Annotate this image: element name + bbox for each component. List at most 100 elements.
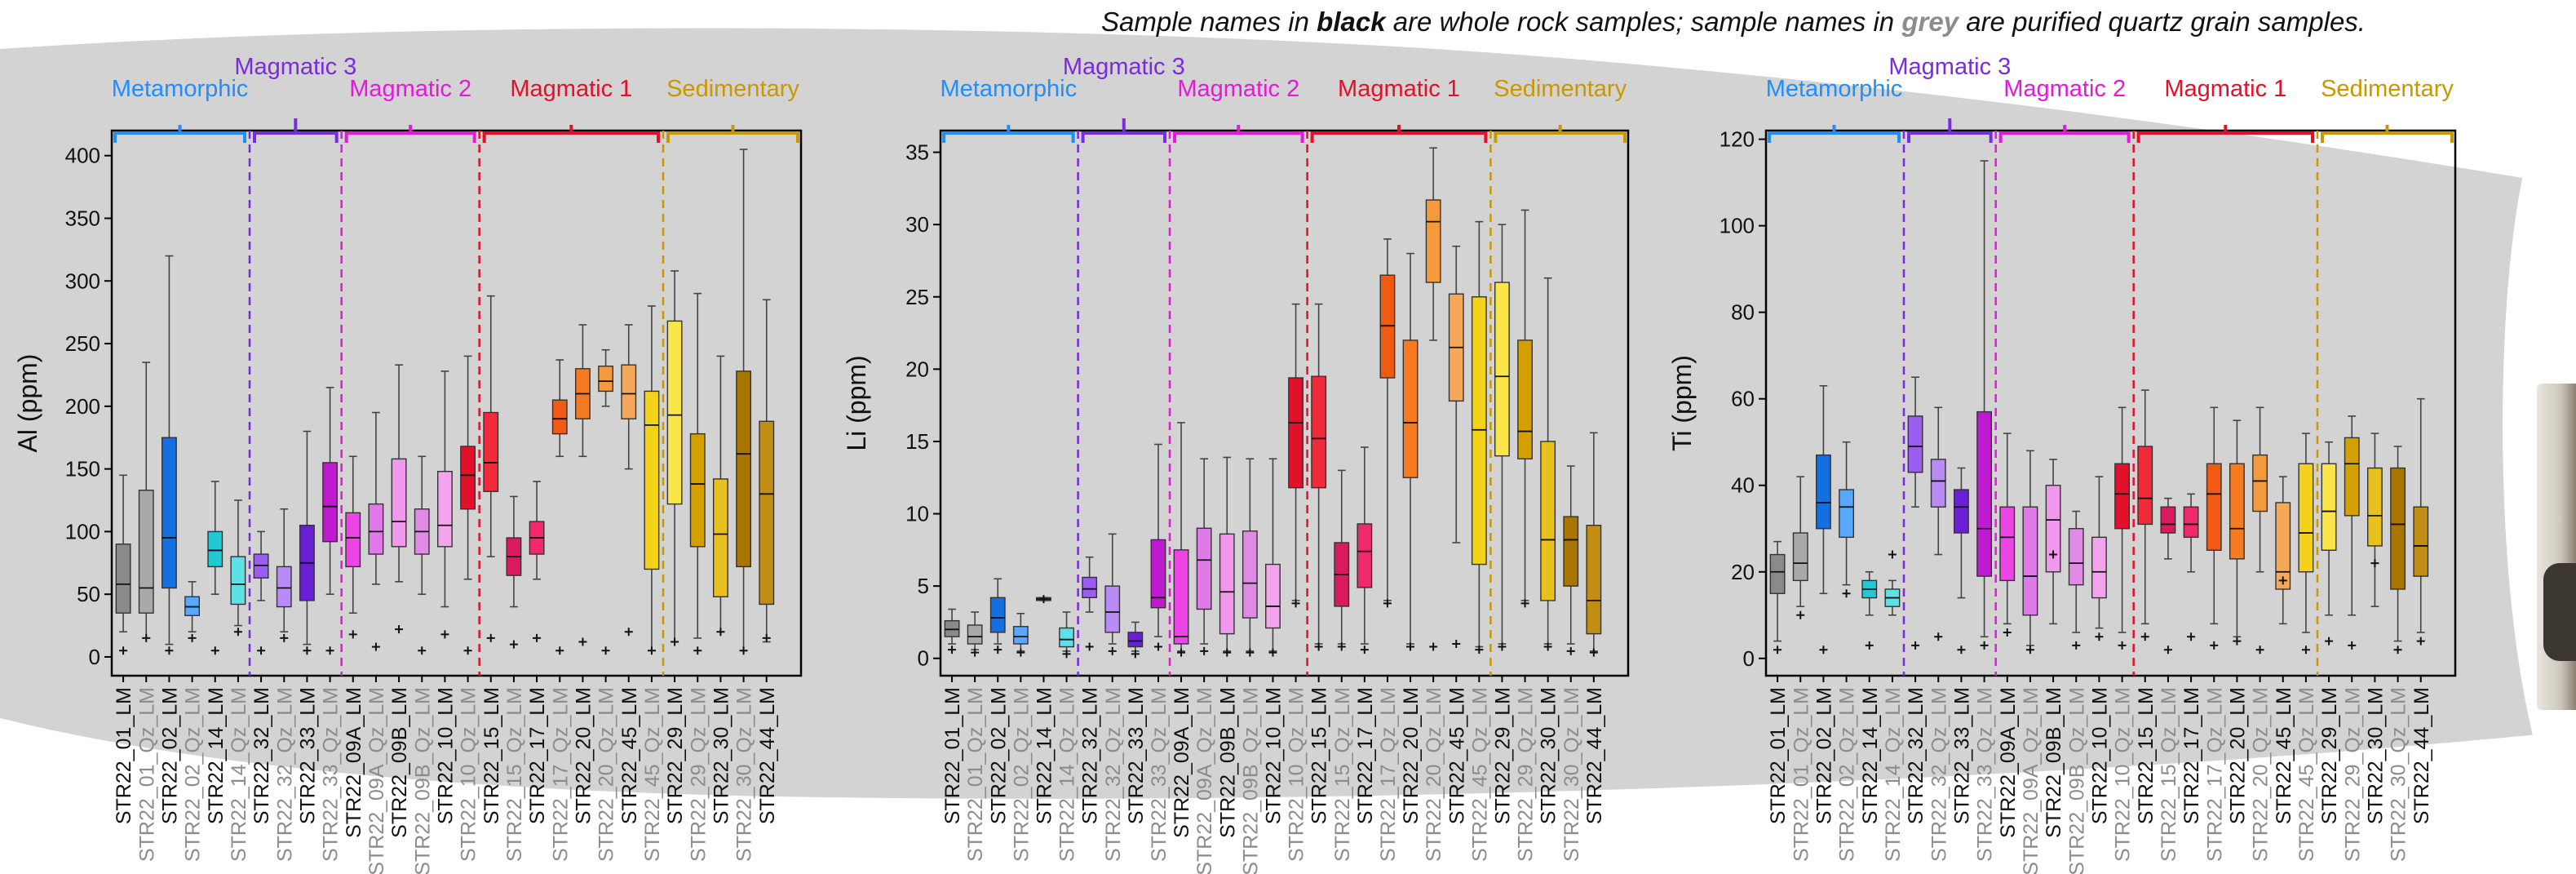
box-STR22_29_LM bbox=[2321, 441, 2337, 646]
outlier-marker bbox=[1337, 642, 1346, 651]
iqr-box bbox=[598, 365, 614, 393]
box-STR22_33_LM bbox=[1953, 467, 1969, 654]
sample-label: STR22_09B_LM bbox=[1216, 687, 1239, 838]
outlier-marker bbox=[948, 646, 957, 654]
iqr-box bbox=[989, 597, 1006, 633]
iqr-box bbox=[1104, 585, 1121, 633]
sample-label: STR22_45_LM bbox=[618, 687, 641, 824]
sample-label: STR22_30_LM bbox=[2364, 687, 2387, 824]
bracket-line bbox=[1998, 131, 2131, 143]
outlier-marker bbox=[119, 646, 128, 655]
box-STR22_15_LM bbox=[2137, 389, 2153, 641]
iqr-box bbox=[2275, 502, 2291, 590]
y-tick-label: 35 bbox=[905, 140, 929, 165]
outlier-marker bbox=[2187, 632, 2196, 641]
sample-label: STR22_20_LM bbox=[1400, 687, 1423, 824]
iqr-box bbox=[1173, 549, 1189, 645]
box-STR22_02_LM bbox=[1815, 384, 1831, 654]
box-STR22_33_LM bbox=[1127, 621, 1144, 659]
outlier-marker bbox=[994, 646, 1003, 654]
y-tick-label: 300 bbox=[65, 268, 100, 293]
bracket-line bbox=[1494, 131, 1627, 143]
group-label: Magmatic 3 bbox=[1063, 54, 1185, 80]
bracket-line bbox=[2321, 131, 2454, 143]
box-STR22_45_LM bbox=[1448, 245, 1464, 649]
sample-label: STR22_32_LM bbox=[1905, 687, 1928, 824]
box-STR22_01_Qz_LM bbox=[1792, 476, 1808, 619]
sample-label: STR22_09B_Qz_LM bbox=[2065, 687, 2088, 874]
iqr-box bbox=[1288, 377, 1303, 489]
outlier-marker bbox=[1520, 599, 1529, 608]
iqr-box bbox=[967, 624, 983, 645]
box-STR22_10_LM bbox=[2091, 476, 2107, 641]
outlier-marker bbox=[716, 628, 725, 637]
group-bracket: Magmatic 1 bbox=[1310, 76, 1488, 143]
sample-label: STR22_30_Qz_LM bbox=[733, 687, 756, 862]
sample-label: STR22_14_Qz_LM bbox=[1882, 687, 1905, 862]
box-STR22_29_Qz_LM bbox=[2344, 415, 2360, 650]
iqr-box bbox=[1127, 632, 1144, 648]
iqr-box bbox=[2298, 463, 2314, 573]
box-STR22_09B_Qz_LM bbox=[414, 455, 430, 655]
sample-label: STR22_30_LM bbox=[710, 687, 733, 824]
sample-label: STR22_17_Qz_LM bbox=[1377, 687, 1400, 862]
box-STR22_10_Qz_LM bbox=[460, 355, 476, 655]
bracket-line bbox=[1907, 131, 1993, 143]
bracket-line bbox=[666, 131, 799, 143]
group-label: Metamorphic bbox=[1766, 76, 1903, 102]
box-STR22_29_Qz_LM bbox=[1517, 209, 1533, 608]
sample-label: STR22_45_LM bbox=[2273, 687, 2295, 824]
iqr-box bbox=[712, 478, 728, 597]
outlier-marker bbox=[647, 646, 656, 655]
y-tick-label: 400 bbox=[65, 144, 100, 168]
outlier-marker bbox=[210, 646, 219, 655]
sample-label: STR22_09B_Qz_LM bbox=[411, 687, 434, 874]
outlier-marker bbox=[486, 633, 495, 642]
outlier-marker bbox=[555, 646, 564, 655]
outlier-marker bbox=[671, 637, 679, 646]
sample-label: STR22_15_Qz_LM bbox=[1331, 687, 1354, 862]
outlier-marker bbox=[2072, 641, 2081, 650]
sample-label: STR22_10_Qz_LM bbox=[458, 687, 480, 862]
sample-label: STR22_33_Qz_LM bbox=[1148, 687, 1171, 862]
box-STR22_09A_Qz_LM bbox=[2022, 450, 2038, 654]
box-STR22_09B_LM bbox=[391, 364, 407, 634]
plot-frame bbox=[1764, 129, 2457, 677]
y-tick-label: 50 bbox=[77, 582, 100, 606]
iqr-box bbox=[1907, 415, 1923, 473]
iqr-box bbox=[2321, 463, 2337, 551]
sample-name-note: Sample names in black are whole rock sam… bbox=[1101, 7, 2366, 37]
iqr-box bbox=[2390, 467, 2406, 590]
group-label: Magmatic 3 bbox=[1888, 54, 2011, 80]
box-STR22_45_LM bbox=[2275, 476, 2291, 625]
outlier-marker bbox=[2140, 632, 2149, 641]
box-STR22_32_Qz_LM bbox=[276, 508, 292, 642]
box-STR22_02_Qz_LM bbox=[184, 581, 201, 642]
y-axis-label: Li (ppm) bbox=[842, 355, 871, 450]
box-STR22_17_Qz_LM bbox=[551, 359, 568, 655]
iqr-box bbox=[1792, 532, 1808, 582]
box-STR22_29_Qz_LM bbox=[689, 292, 706, 655]
group-bracket: Sedimentary bbox=[666, 76, 799, 143]
box-STR22_09A_Qz_LM bbox=[1196, 458, 1212, 655]
bracket-line bbox=[942, 131, 1075, 143]
sample-label: STR22_32_LM bbox=[1079, 687, 1102, 824]
sample-label: STR22_01_Qz_LM bbox=[964, 687, 987, 862]
sample-label: STR22_14_LM bbox=[1033, 687, 1056, 824]
iqr-box bbox=[368, 503, 384, 555]
box-STR22_32_Qz_LM bbox=[1930, 406, 1946, 641]
outlier-marker bbox=[2301, 646, 2310, 654]
iqr-box bbox=[230, 556, 246, 606]
iqr-box bbox=[161, 437, 177, 589]
outlier-marker bbox=[509, 640, 518, 649]
box-STR22_02_Qz_LM bbox=[1012, 613, 1029, 657]
box-STR22_32_Qz_LM bbox=[1104, 533, 1121, 655]
iqr-box bbox=[2206, 463, 2222, 551]
iqr-box bbox=[2413, 506, 2429, 577]
sample-label: STR22_45_LM bbox=[1445, 687, 1468, 824]
iqr-box bbox=[2091, 536, 2107, 599]
outlier-marker bbox=[2325, 637, 2334, 646]
group-label: Sedimentary bbox=[666, 76, 799, 102]
sample-label: STR22_45_Qz_LM bbox=[641, 687, 664, 862]
iqr-box bbox=[1311, 375, 1327, 489]
